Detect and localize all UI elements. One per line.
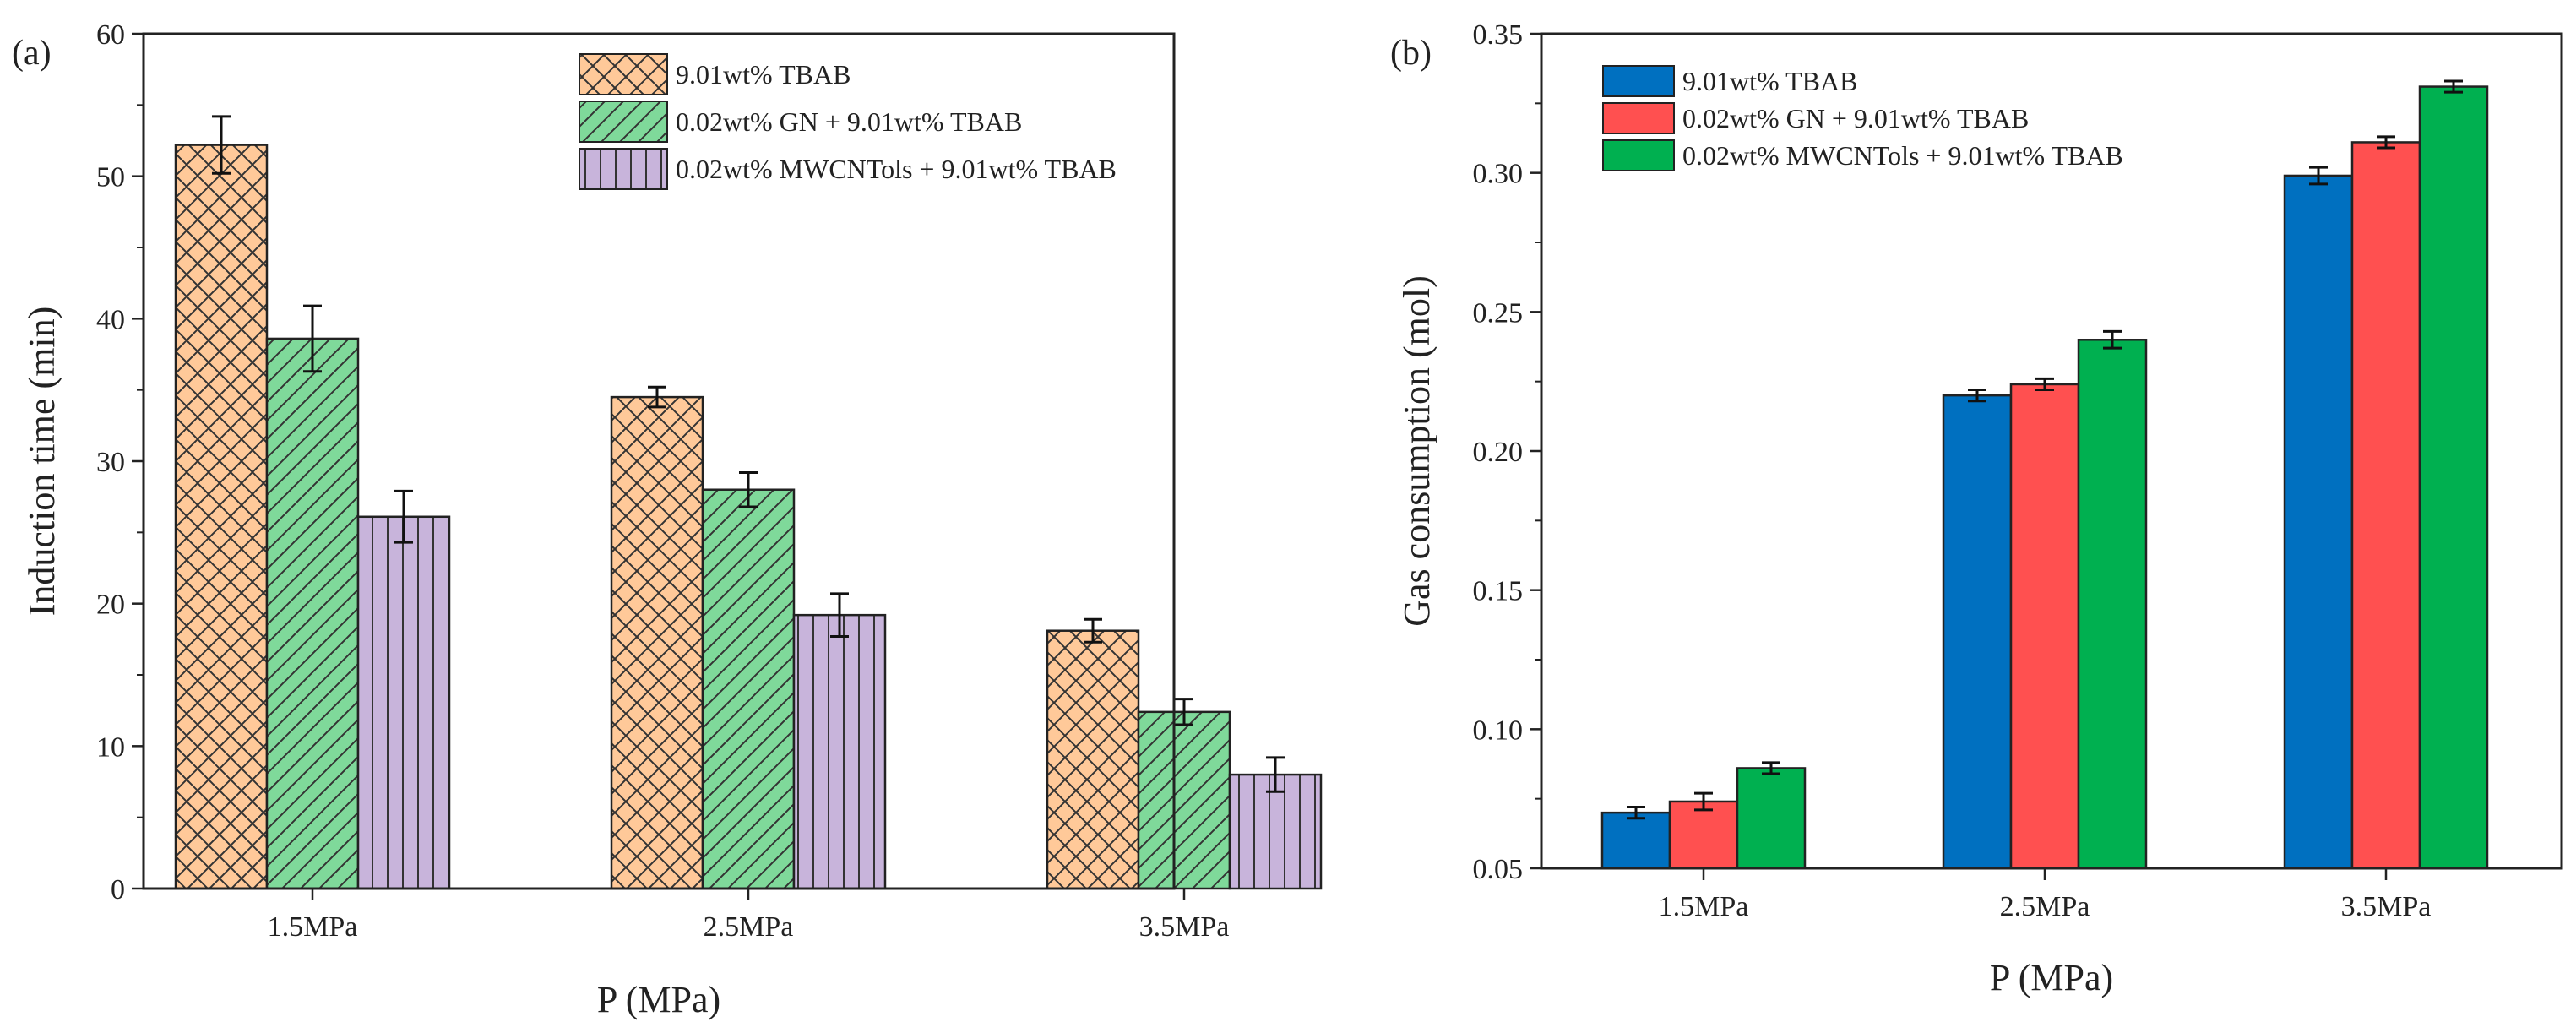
- bar: [792, 613, 887, 890]
- bar: [2009, 383, 2080, 870]
- y-axis-label: Gas consumption (mol): [1396, 275, 1437, 627]
- bar: [1942, 394, 2013, 870]
- y-tick-label: 0.25: [1473, 297, 1524, 329]
- bar: [610, 395, 704, 890]
- x-axis-label: P (MPa): [597, 979, 720, 1020]
- bar: [356, 515, 451, 890]
- bar: [2350, 141, 2421, 870]
- bar: [174, 144, 269, 890]
- legend-label: 0.02wt% MWCNTols + 9.01wt% TBAB: [676, 154, 1117, 184]
- legend-swatch: [1602, 102, 1675, 134]
- legend-label: 0.02wt% GN + 9.01wt% TBAB: [676, 106, 1022, 137]
- legend-label: 0.02wt% MWCNTols + 9.01wt% TBAB: [1682, 140, 2123, 171]
- bar: [2283, 174, 2354, 870]
- bar: [1046, 629, 1140, 890]
- y-tick-label: 10: [96, 731, 125, 763]
- bar: [265, 337, 360, 890]
- panel-label: (b): [1390, 34, 1432, 73]
- x-tick-label: 2.5MPa: [2000, 891, 2090, 922]
- legend-swatch: [579, 53, 668, 95]
- legend-label: 9.01wt% TBAB: [1682, 66, 1857, 96]
- plot-frame: [1540, 32, 2563, 870]
- y-tick-label: 0.05: [1473, 854, 1524, 885]
- legend-swatch: [1602, 139, 1675, 171]
- y-tick-label: 0: [111, 874, 125, 905]
- y-tick-label: 20: [96, 590, 125, 621]
- legend-label: 0.02wt% GN + 9.01wt% TBAB: [1682, 103, 2029, 133]
- bar: [1600, 811, 1671, 870]
- bar: [701, 488, 796, 890]
- panel-label: (a): [12, 34, 52, 73]
- legend-swatch: [579, 101, 668, 143]
- x-tick-label: 3.5MPa: [1139, 911, 1230, 943]
- bar: [1736, 767, 1807, 870]
- x-tick-label: 1.5MPa: [1659, 891, 1749, 922]
- x-tick-label: 3.5MPa: [2341, 891, 2432, 922]
- legend-label: 9.01wt% TBAB: [676, 59, 851, 90]
- y-tick-label: 0.15: [1473, 576, 1524, 607]
- bar: [1137, 710, 1231, 890]
- y-tick-label: 0.20: [1473, 437, 1524, 468]
- y-tick-label: 0.35: [1473, 19, 1524, 51]
- bar: [2077, 339, 2148, 870]
- x-tick-label: 2.5MPa: [704, 911, 794, 943]
- legend-swatch: [579, 148, 668, 190]
- y-tick-label: 40: [96, 304, 125, 335]
- y-tick-label: 30: [96, 447, 125, 478]
- legend-swatch: [1602, 65, 1675, 97]
- y-axis-label: Induction time (min): [21, 307, 62, 617]
- plot-frame: [142, 32, 1176, 890]
- y-tick-label: 0.30: [1473, 159, 1524, 190]
- x-axis-label: P (MPa): [1990, 957, 2113, 998]
- y-tick-label: 60: [96, 19, 125, 51]
- bar: [1668, 800, 1739, 870]
- chart-panel-a: (a) 0 10 20 30 40 50 60 1.5MPa 2.5MPa 3.5MPa P (MPa…: [12, 19, 1323, 1020]
- y-tick-label: 50: [96, 162, 125, 193]
- bar: [1228, 773, 1323, 890]
- x-tick-label: 1.5MPa: [268, 911, 358, 943]
- bar: [2418, 85, 2489, 870]
- chart-panel-b: (b) 0.05 0.10 0.15 0.20 0.25 0.30 0.35 1.5MPa 2.5…: [1390, 19, 2563, 998]
- y-tick-label: 0.10: [1473, 715, 1524, 746]
